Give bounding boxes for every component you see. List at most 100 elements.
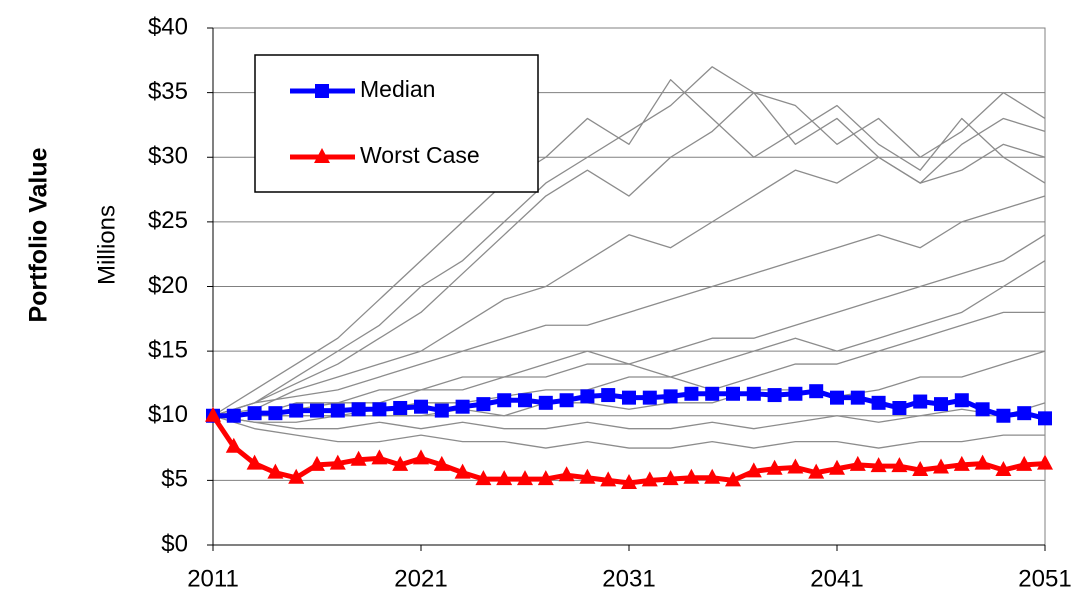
marker [1016, 455, 1033, 471]
y-tick-label: $15 [148, 336, 188, 363]
x-tick-label: 2021 [394, 565, 447, 592]
marker [371, 449, 388, 465]
y-tick-label: $0 [161, 530, 188, 557]
marker [683, 468, 700, 484]
marker [454, 463, 471, 479]
marker [392, 455, 409, 471]
marker [870, 457, 887, 473]
simulation-line [212, 195, 1046, 417]
marker [205, 406, 221, 422]
y-tick-label: $10 [148, 401, 188, 428]
marker [1017, 406, 1032, 421]
y-tick-label: $20 [148, 272, 188, 299]
marker [642, 390, 657, 405]
marker [829, 459, 845, 475]
marker [496, 470, 513, 486]
y-axis-title: Portfolio Value [25, 147, 53, 322]
marker [497, 393, 512, 408]
marker [393, 400, 408, 415]
marker [704, 468, 721, 484]
marker [788, 386, 803, 401]
marker [267, 463, 284, 479]
marker [745, 462, 762, 478]
simulation-line [212, 402, 1046, 430]
marker [891, 457, 908, 473]
marker [953, 455, 970, 471]
marker [329, 454, 346, 470]
marker [830, 390, 844, 405]
marker [934, 397, 948, 412]
marker [621, 473, 637, 489]
marker [726, 386, 740, 401]
marker [850, 390, 865, 405]
marker [518, 393, 532, 408]
x-tick-label: 2031 [602, 565, 655, 592]
marker [913, 394, 928, 409]
marker [351, 402, 366, 417]
marker [372, 402, 387, 417]
marker [226, 408, 241, 423]
marker [413, 449, 429, 465]
legend-box [254, 54, 539, 193]
simulation-line [212, 66, 1046, 417]
y-tick-label: $25 [148, 207, 188, 234]
y-tick-label: $5 [161, 466, 188, 493]
marker [246, 454, 263, 470]
marker [662, 470, 679, 486]
marker [475, 470, 492, 486]
simulation-line [212, 415, 1045, 449]
x-tick-label: 2041 [810, 565, 863, 592]
marker [310, 403, 324, 418]
marker [315, 84, 329, 98]
marker [537, 470, 554, 486]
y-tick-label: $40 [148, 13, 188, 40]
marker [995, 461, 1012, 477]
marker [579, 468, 596, 484]
x-tick-label: 2011 [187, 565, 239, 592]
marker [350, 450, 367, 466]
marker [314, 148, 330, 163]
legend-label: Worst Case [360, 142, 480, 168]
marker [849, 455, 866, 471]
marker [975, 402, 990, 417]
marker [288, 468, 305, 484]
marker [641, 471, 658, 487]
marker [974, 454, 991, 470]
marker [912, 461, 929, 477]
marker [580, 389, 595, 404]
simulation-line [212, 91, 1046, 417]
marker [476, 397, 491, 412]
marker [933, 458, 949, 474]
marker [455, 399, 470, 414]
marker [809, 384, 824, 399]
marker [766, 459, 783, 475]
marker [996, 408, 1011, 423]
marker [787, 458, 804, 474]
marker [746, 386, 761, 401]
y-axis-unit: Millions [93, 205, 120, 285]
y-tick-label: $30 [148, 143, 188, 170]
marker [517, 470, 533, 486]
marker [538, 395, 553, 410]
marker [871, 395, 886, 410]
marker [684, 386, 699, 401]
marker [892, 400, 907, 415]
marker [434, 403, 449, 418]
marker [663, 389, 678, 404]
marker [601, 388, 616, 403]
marker [559, 393, 574, 408]
marker [705, 386, 720, 401]
marker [414, 399, 428, 414]
marker [725, 471, 741, 487]
marker [309, 455, 325, 471]
marker [225, 437, 242, 453]
marker [954, 393, 969, 408]
marker [247, 406, 262, 421]
marker [433, 455, 450, 471]
marker [289, 403, 304, 418]
y-tick-label: $35 [148, 78, 188, 105]
legend-label: Median [360, 76, 435, 102]
marker [558, 466, 575, 482]
marker [600, 471, 617, 487]
